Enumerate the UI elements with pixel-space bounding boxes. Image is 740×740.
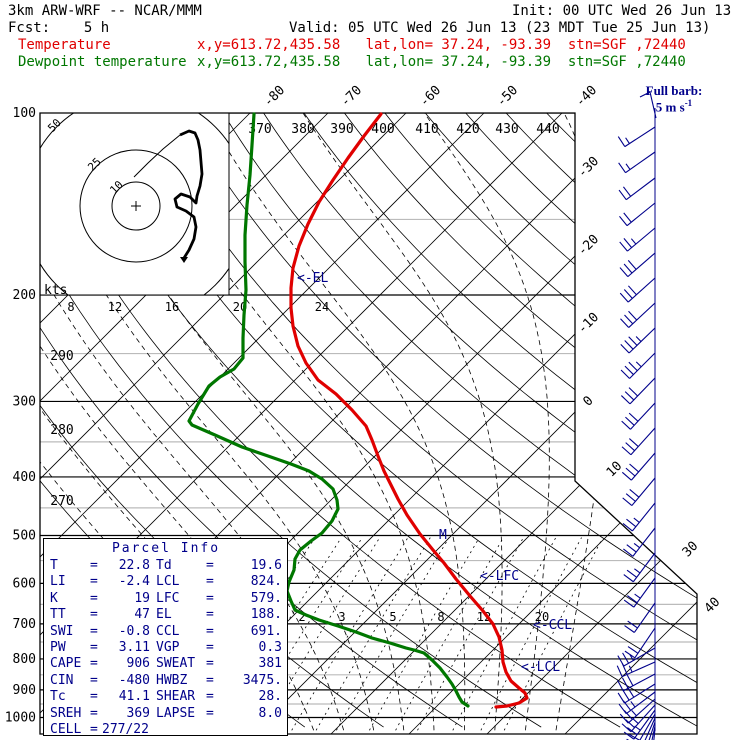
svg-text:1000: 1000 — [5, 711, 36, 726]
barb-legend-line2: 5 m s-1 — [655, 98, 693, 115]
forecast-hour: Fcst: 5 h — [8, 20, 110, 36]
svg-text:400: 400 — [371, 122, 394, 137]
svg-text:270: 270 — [50, 494, 73, 509]
svg-text:-80: -80 — [261, 83, 288, 110]
svg-text:100: 100 — [13, 106, 36, 121]
parcel-row: T = 22.8 Td = 19.6 — [50, 558, 282, 573]
svg-text:8: 8 — [437, 610, 444, 624]
svg-text:430: 430 — [495, 122, 518, 137]
svg-text:500: 500 — [13, 529, 36, 544]
svg-text:-10: -10 — [575, 310, 602, 337]
svg-text:<-EL: <-EL — [297, 271, 328, 286]
svg-text:420: 420 — [456, 122, 479, 137]
parcel-row: K = 19 LFC = 579. — [50, 590, 282, 606]
svg-text:2: 2 — [298, 610, 305, 624]
svg-text:M: M — [439, 528, 447, 543]
svg-text:-20: -20 — [575, 232, 602, 259]
svg-text:40: 40 — [702, 595, 724, 617]
svg-text:<-LCL: <-LCL — [521, 660, 560, 675]
dewpoint-station-info: x,y=613.72,435.58 lat,lon= 37.24, -93.39… — [197, 54, 686, 70]
svg-text:300: 300 — [13, 394, 36, 409]
wind-barb-legend: Full barb: 5 m s-1 — [612, 84, 736, 113]
parcel-row: CIN = -480 HWBZ = 3475. — [50, 672, 282, 688]
dewpoint-legend-label: Dewpoint temperature — [18, 54, 187, 70]
parcel-row: TT = 47 EL = 188. — [50, 607, 282, 623]
init-time: Init: 00 UTC Wed 26 Jun 13 — [512, 3, 732, 19]
svg-text:800: 800 — [13, 652, 36, 667]
parcel-row: Tc = 41.1 SHEAR = 28. — [50, 689, 282, 705]
svg-text:20: 20 — [535, 610, 549, 624]
temperature-legend-label: Temperature — [18, 37, 111, 53]
svg-text:10: 10 — [604, 459, 626, 481]
svg-text:280: 280 — [50, 423, 73, 438]
svg-text:16: 16 — [165, 300, 179, 314]
svg-text:12: 12 — [477, 610, 491, 624]
svg-text:<-CCL: <-CCL — [533, 618, 572, 633]
svg-text:-50: -50 — [494, 83, 521, 110]
svg-text:-30: -30 — [575, 154, 602, 181]
parcel-row: PW = 3.11 VGP = 0.3 — [50, 639, 282, 655]
svg-text:<-LFC: <-LFC — [480, 569, 519, 584]
svg-text:8: 8 — [67, 300, 74, 314]
temperature-station-info: x,y=613.72,435.58 lat,lon= 37.24, -93.39… — [197, 37, 686, 53]
svg-text:380: 380 — [291, 122, 314, 137]
parcel-row-cell: CELL = 277/22 — [50, 721, 149, 737]
parcel-row: SREH = 369 LAPSE = 8.0 — [50, 705, 282, 721]
svg-text:-60: -60 — [417, 83, 444, 110]
svg-text:0: 0 — [580, 393, 596, 409]
parcel-info-panel: Parcel Info T = 22.8 Td = 19.6 LI = -2.4 LCL = 824.… — [43, 538, 288, 738]
svg-text:290: 290 — [50, 349, 73, 364]
parcel-info-rows: T = 22.8 Td = 19.6 LI = -2.4 LCL = 824. K = 19 LFC = 579.… — [50, 558, 282, 738]
svg-text:12: 12 — [108, 300, 122, 314]
svg-text:kts: kts — [44, 283, 67, 298]
barb-legend-line1: Full barb: — [645, 83, 703, 98]
svg-text:3: 3 — [338, 610, 345, 624]
svg-text:410: 410 — [415, 122, 438, 137]
parcel-info-title: Parcel Info — [111, 541, 221, 556]
svg-text:700: 700 — [13, 617, 36, 632]
svg-text:200: 200 — [13, 288, 36, 303]
model-title: 3km ARW-WRF -- NCAR/MMM — [8, 3, 202, 19]
parcel-row: CAPE = 906 SWEAT = 381 — [50, 656, 282, 672]
svg-text:5: 5 — [389, 610, 396, 624]
svg-text:-70: -70 — [338, 83, 365, 110]
parcel-row: SWI = -0.8 CCL = 691. — [50, 623, 282, 639]
parcel-row: LI = -2.4 LCL = 824. — [50, 574, 282, 590]
svg-text:440: 440 — [536, 122, 559, 137]
svg-text:400: 400 — [13, 470, 36, 485]
svg-text:900: 900 — [13, 683, 36, 698]
svg-text:-40: -40 — [573, 83, 600, 110]
svg-text:24: 24 — [315, 300, 329, 314]
svg-text:390: 390 — [330, 122, 353, 137]
svg-text:30: 30 — [680, 539, 702, 561]
valid-time: Valid: 05 UTC Wed 26 Jun 13 (23 MDT Tue … — [289, 20, 711, 36]
svg-text:600: 600 — [13, 576, 36, 591]
